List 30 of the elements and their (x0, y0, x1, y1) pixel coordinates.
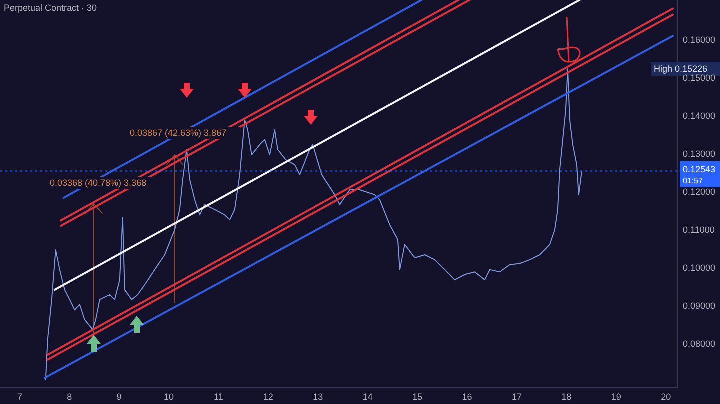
y-tick-label: 0.08000 (683, 338, 716, 349)
x-tick-label: 20 (661, 392, 672, 402)
y-tick-label: 0.12000 (683, 186, 716, 197)
y-tick-label: 0.15000 (683, 72, 716, 83)
y-tick-label: 0.10000 (683, 262, 716, 273)
x-tick-label: 8 (67, 392, 72, 402)
x-tick-label: 9 (116, 392, 122, 402)
y-tick-label: 0.11000 (683, 224, 715, 235)
annotation: 0.03867 (42.63%) 3,867 (130, 128, 227, 138)
x-tick-label: 16 (462, 392, 472, 402)
x-tick-label: 19 (611, 392, 622, 402)
x-tick-label: 18 (562, 392, 572, 402)
text: 01:57 (683, 176, 704, 186)
x-tick-label: 11 (214, 392, 224, 402)
y-tick-label: 0.09000 (683, 300, 716, 311)
ref-line-label: 0.12543 (683, 164, 716, 174)
x-tick-label: 13 (313, 392, 324, 402)
x-tick-label: 10 (164, 392, 174, 402)
x-tick-label: 17 (512, 392, 522, 402)
y-tick-label: 0.13000 (683, 148, 716, 159)
x-tick-label: 12 (263, 392, 274, 402)
chart-title: Perpetual Contract · 30 (4, 3, 98, 13)
line-series (45, 68, 582, 381)
annotation: High 0.15226 (654, 64, 708, 74)
x-tick-label: 15 (412, 392, 423, 402)
x-tick-label: 7 (17, 392, 22, 402)
x-tick-label: 14 (362, 392, 373, 402)
annotation: 0.03368 (40.78%) 3,368 (50, 178, 147, 188)
y-tick-label: 0.14000 (683, 110, 716, 121)
y-tick-label: 0.16000 (683, 34, 716, 45)
